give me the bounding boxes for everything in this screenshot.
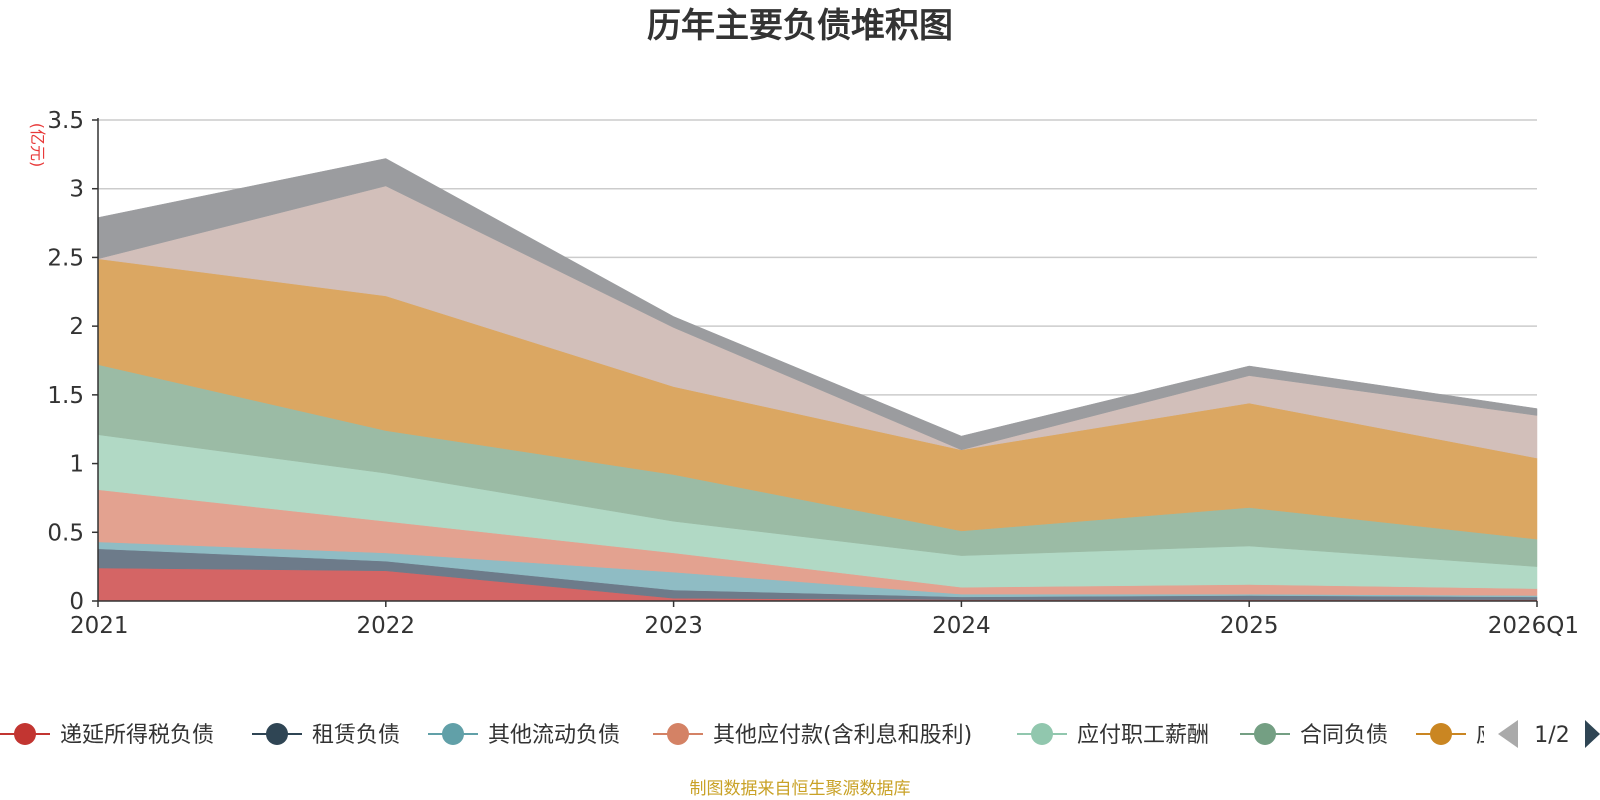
legend-label: 租赁负债	[312, 723, 400, 748]
y-tick-label: 2.5	[47, 245, 84, 271]
x-tick-label: 2021	[70, 613, 129, 639]
legend-item[interactable]: 递延所得税负债	[0, 723, 214, 748]
axes: 0 0.5 1 1.5 2 2.5 3 3.5 2021 2022 2023 2024 2025 2026…	[47, 108, 1579, 639]
legend-item[interactable]: 合同负债	[1240, 723, 1388, 748]
area-series-应付票据	[97, 158, 1538, 451]
x-tick-label: 2026Q1	[1488, 613, 1579, 639]
legend-marker-icon	[1254, 723, 1276, 745]
y-axis-unit-label: (亿元)	[28, 123, 47, 168]
legend-label: 应付职工薪酬	[1077, 723, 1209, 748]
legend-marker-icon	[667, 723, 689, 745]
legend-page-indicator: 1/2	[1534, 723, 1569, 748]
legend-items: 递延所得税负债 租赁负债 其他流动负债 其他应付款(含利息和股利) 应付职工薪酬 合同负债…	[0, 723, 1498, 748]
legend-label: 应	[1476, 723, 1498, 748]
data-source-note: 制图数据来自恒生聚源数据库	[690, 779, 911, 799]
chart-title: 历年主要负债堆积图	[647, 6, 953, 46]
y-tick-label: 1.5	[47, 383, 84, 409]
legend-label: 其他流动负债	[488, 723, 620, 748]
y-tick-label: 0	[69, 589, 84, 615]
area-series-group	[97, 158, 1538, 602]
x-tick-label: 2023	[644, 613, 703, 639]
legend-next-page-icon[interactable]	[1585, 720, 1600, 748]
legend-marker-icon	[442, 723, 464, 745]
y-tick-label: 2	[69, 314, 84, 340]
legend-item[interactable]: 应付职工薪酬	[1017, 723, 1209, 748]
legend-item[interactable]: 其他应付款(含利息和股利)	[653, 723, 972, 748]
y-tick-label: 1	[69, 452, 84, 478]
y-tick-label: 3	[69, 177, 84, 203]
legend-label: 递延所得税负债	[60, 723, 214, 748]
legend-item[interactable]: 应	[1416, 723, 1498, 748]
legend: 递延所得税负债 租赁负债 其他流动负债 其他应付款(含利息和股利) 应付职工薪酬 合同负债…	[0, 723, 1498, 748]
x-tick-label: 2024	[932, 613, 991, 639]
legend-pager: 1/2	[1498, 720, 1600, 748]
legend-marker-icon	[14, 723, 36, 745]
x-tick-label: 2022	[357, 613, 416, 639]
y-tick-label: 0.5	[47, 520, 84, 546]
y-tick-label: 3.5	[47, 108, 84, 134]
legend-marker-icon	[1430, 723, 1452, 745]
legend-item[interactable]: 租赁负债	[252, 723, 400, 748]
legend-marker-icon	[1031, 723, 1053, 745]
legend-label: 其他应付款(含利息和股利)	[713, 723, 972, 748]
x-tick-label: 2025	[1220, 613, 1279, 639]
legend-prev-page-icon[interactable]	[1498, 720, 1518, 748]
legend-marker-icon	[266, 723, 288, 745]
legend-label: 合同负债	[1300, 723, 1388, 748]
legend-item[interactable]: 其他流动负债	[428, 723, 620, 748]
